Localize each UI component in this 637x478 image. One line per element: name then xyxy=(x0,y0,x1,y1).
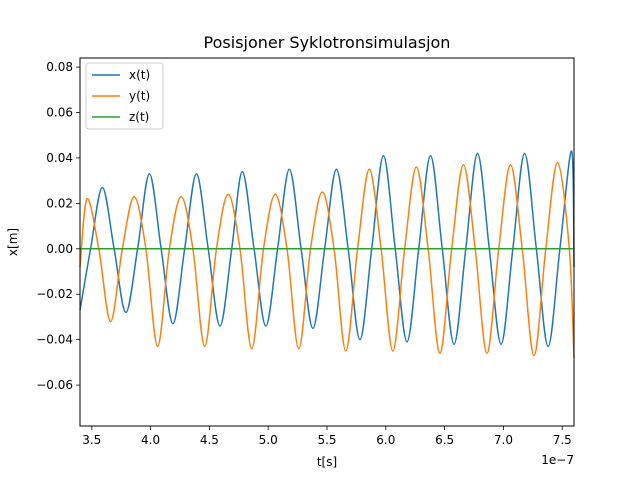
x-axis-label: t[s] xyxy=(317,455,337,469)
y-tick-label: −0.06 xyxy=(36,378,73,392)
y-tick-label: −0.02 xyxy=(36,287,73,301)
y-tick-label: 0.04 xyxy=(46,151,73,165)
y-tick-label: 0.00 xyxy=(46,242,73,256)
series-layer xyxy=(79,150,575,358)
y-ticks: −0.06 −0.04 −0.02 0.00 0.02 0.04 0.06 0.08 xyxy=(36,60,80,392)
x-tick-label: 4.0 xyxy=(141,433,160,447)
x-tick-label: 7.5 xyxy=(553,433,572,447)
legend-entries: x(t) y(t) z(t) xyxy=(92,68,150,124)
x-tick-label: 7.0 xyxy=(494,433,513,447)
x-tick-label: 6.5 xyxy=(435,433,454,447)
x-tick-label: 3.5 xyxy=(82,433,101,447)
legend-label-1: x(t) xyxy=(129,68,150,82)
chart-title: Posisjoner Syklotronsimulasjon xyxy=(204,33,451,52)
legend-box xyxy=(85,62,164,130)
x-tick-label: 6.0 xyxy=(376,433,395,447)
y-tick-label: 0.06 xyxy=(46,106,73,120)
x-tick-label: 5.5 xyxy=(317,433,336,447)
legend-label-3: z(t) xyxy=(129,110,149,124)
x-tick-label: 4.5 xyxy=(200,433,219,447)
legend: x(t) y(t) z(t) xyxy=(85,62,164,130)
x-ticks: 3.5 4.0 4.5 5.0 5.5 6.0 6.5 7.0 7.5 xyxy=(82,426,572,447)
legend-label-2: y(t) xyxy=(129,89,150,103)
x-axis-offset-label: 1e−7 xyxy=(541,453,574,467)
x-tick-label: 5.0 xyxy=(259,433,278,447)
y-tick-label: 0.02 xyxy=(46,196,73,210)
y-tick-label: −0.04 xyxy=(36,333,73,347)
y-axis-label: x[m] xyxy=(6,228,20,256)
series-line-1 xyxy=(79,150,575,348)
series-line-2 xyxy=(79,161,575,358)
y-tick-label: 0.08 xyxy=(46,60,73,74)
